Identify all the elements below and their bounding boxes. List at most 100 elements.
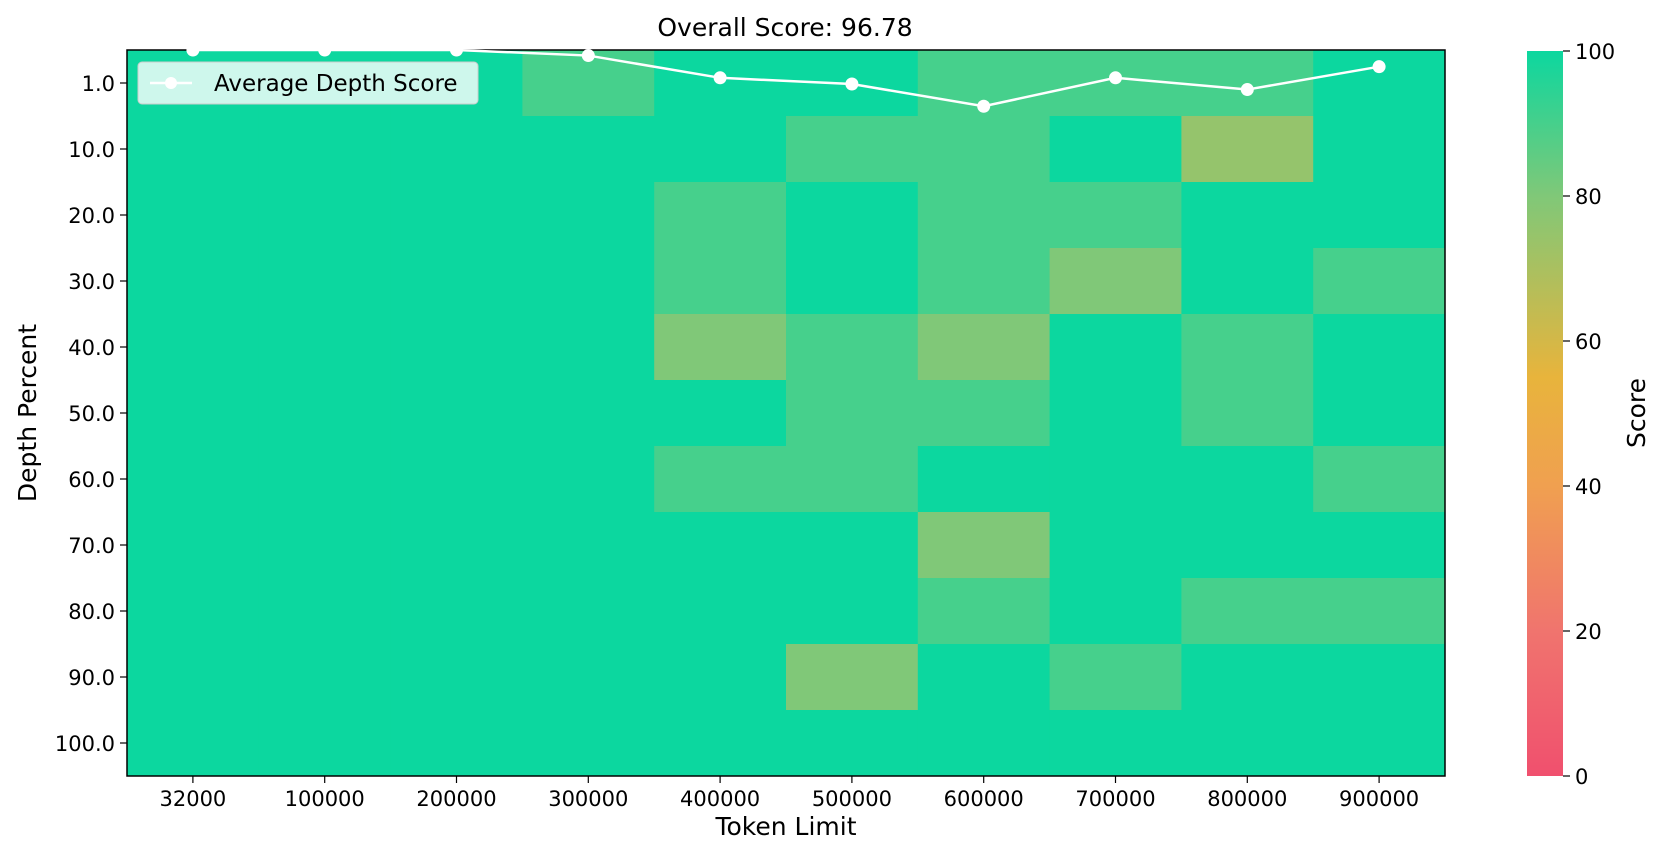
heatmap-cell [786,314,919,381]
colorbar-tick-label: 20 [1575,620,1602,644]
heatmap-cell [127,314,260,381]
colorbar-label: Score [1622,378,1651,448]
heatmap-cell [654,644,787,711]
average-line-point [450,43,463,57]
average-line-point [977,99,991,113]
heatmap-cell [786,248,919,315]
heatmap-cell [127,116,260,183]
colorbar-tick-label: 80 [1575,185,1602,209]
heatmap-cell [1313,248,1446,315]
heatmap-cell [917,182,1051,249]
heatmap-cell [1049,578,1182,645]
heatmap-cell [127,512,260,579]
heatmap-cell [390,578,523,645]
x-tick-label: 600000 [944,787,1024,811]
heatmap-cell [1313,512,1446,579]
x-tick-label: 100000 [285,787,365,811]
heatmap-cell [654,512,787,579]
heatmap-cell [127,182,260,249]
heatmap-cell [654,446,787,513]
heatmap-cell [786,710,919,777]
heatmap-cell [258,248,392,315]
heatmap-cell [1181,512,1314,579]
heatmap-cell [127,710,260,777]
average-line-point [186,43,200,57]
x-tick-label: 400000 [680,787,760,811]
heatmap-cell [1313,710,1446,777]
heatmap-cell [917,512,1051,579]
heatmap-cell [390,512,523,579]
heatmap-cell [654,248,787,315]
heatmap-cell [1313,116,1446,183]
heatmap-cell [1313,380,1446,447]
heatmap-cell [522,182,655,249]
average-line-point [1372,60,1386,74]
legend-box [137,61,479,105]
heatmap-cell [786,644,919,711]
y-axis-ticks: 1.0 10.0 20.0 30.0 40.0 50.0 60.0 70.0 80.0 90.0 1… [55,72,127,756]
heatmap-cell [1049,248,1182,315]
heatmap-cell [786,116,919,183]
heatmap-cell [1049,380,1182,447]
heatmap-cell [917,446,1051,513]
y-axis-label: Depth Percent [13,324,42,502]
heatmap-cell [917,116,1051,183]
heatmap-cell [654,182,787,249]
heatmap-cell [1049,512,1182,579]
x-tick-label: 700000 [1075,787,1155,811]
x-tick-label: 300000 [548,787,628,811]
heatmap-cell [1181,710,1314,777]
heatmap-cell [654,578,787,645]
heatmap-cell [1181,578,1314,645]
heatmap-cell [917,578,1051,645]
heatmap-cell [917,314,1051,381]
average-line-point [318,43,332,57]
heatmap-cell [1049,116,1182,183]
heatmap-cell [654,314,787,381]
heatmap-cell [258,710,392,777]
heatmap-cell [1313,578,1446,645]
heatmap-cell [786,182,919,249]
heatmap-cell [258,512,392,579]
colorbar [1527,51,1563,776]
average-line-point [845,77,859,91]
heatmap-cell [1049,710,1182,777]
heatmap-cell [127,380,260,447]
heatmap-cell [1181,248,1314,315]
heatmap-cell [390,182,523,249]
heatmap-cell [390,116,523,183]
y-tick-label: 30.0 [68,270,115,294]
heatmap-cell [786,380,919,447]
y-tick-label: 70.0 [68,534,115,558]
y-tick-label: 90.0 [68,666,115,690]
heatmap-cell [1313,644,1446,711]
heatmap-cell [1313,314,1446,381]
heatmap-cell [786,512,919,579]
average-line-point [1109,71,1122,85]
heatmap-cell [1049,446,1182,513]
heatmap-cell [258,314,392,381]
x-axis-label: Token Limit [714,812,856,841]
y-tick-label: 50.0 [68,402,115,426]
heatmap-cell [1181,116,1314,183]
heatmap-cell [917,710,1051,777]
heatmap-cell [522,644,655,711]
heatmap-cell [522,116,655,183]
legend: Average Depth Score [137,61,479,105]
x-tick-label: 32000 [159,787,226,811]
heatmap-cell [390,314,523,381]
x-tick-label: 500000 [812,787,892,811]
heatmap-cell [917,248,1051,315]
heatmap-cell [917,644,1051,711]
heatmap-cell [127,248,260,315]
colorbar-ticks: 0 20 40 60 80 100 [1563,40,1615,789]
legend-label: Average Depth Score [214,71,458,97]
heatmap-cell [1049,182,1182,249]
heatmap-cell [1313,50,1446,117]
heatmap-cell [258,380,392,447]
heatmap-cell [127,446,260,513]
heatmap-cell [390,710,523,777]
colorbar-tick-label: 100 [1575,40,1615,64]
